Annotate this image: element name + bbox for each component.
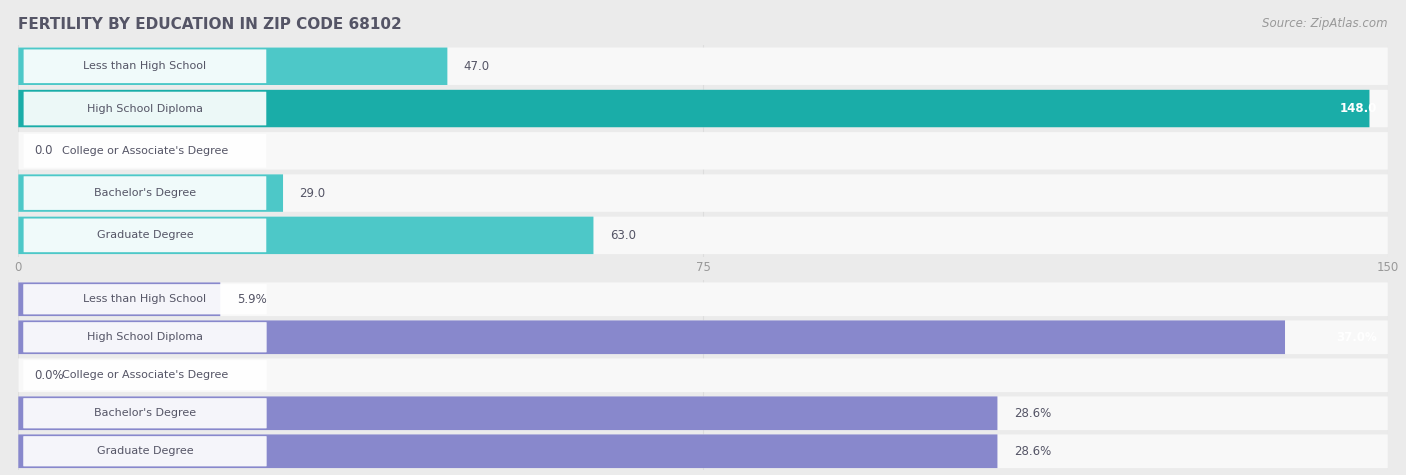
Text: 47.0: 47.0 [464, 60, 489, 73]
Text: 5.9%: 5.9% [236, 293, 267, 306]
Text: College or Associate's Degree: College or Associate's Degree [62, 370, 228, 380]
Text: Bachelor's Degree: Bachelor's Degree [94, 408, 195, 418]
FancyBboxPatch shape [18, 217, 593, 254]
FancyBboxPatch shape [18, 90, 1388, 127]
Text: 37.0%: 37.0% [1336, 331, 1376, 344]
FancyBboxPatch shape [24, 218, 266, 252]
Text: 148.0: 148.0 [1340, 102, 1376, 115]
FancyBboxPatch shape [24, 398, 267, 428]
Text: 28.6%: 28.6% [1014, 407, 1052, 420]
Text: 63.0: 63.0 [610, 229, 636, 242]
Text: 0.0: 0.0 [35, 144, 53, 157]
FancyBboxPatch shape [18, 48, 447, 85]
FancyBboxPatch shape [18, 435, 1388, 468]
Text: Less than High School: Less than High School [83, 61, 207, 71]
FancyBboxPatch shape [24, 436, 267, 466]
FancyBboxPatch shape [18, 174, 283, 212]
FancyBboxPatch shape [24, 49, 266, 83]
Text: 28.6%: 28.6% [1014, 445, 1052, 458]
Text: High School Diploma: High School Diploma [87, 332, 202, 342]
FancyBboxPatch shape [18, 321, 1285, 354]
FancyBboxPatch shape [24, 92, 266, 125]
Text: Less than High School: Less than High School [83, 294, 207, 304]
FancyBboxPatch shape [24, 322, 267, 352]
FancyBboxPatch shape [18, 48, 1388, 85]
Text: Graduate Degree: Graduate Degree [97, 446, 193, 456]
FancyBboxPatch shape [24, 284, 267, 314]
FancyBboxPatch shape [18, 174, 1388, 212]
FancyBboxPatch shape [18, 435, 997, 468]
FancyBboxPatch shape [18, 359, 1388, 392]
Text: Graduate Degree: Graduate Degree [97, 230, 193, 240]
FancyBboxPatch shape [18, 132, 1388, 170]
FancyBboxPatch shape [24, 134, 266, 168]
FancyBboxPatch shape [18, 283, 221, 316]
Text: College or Associate's Degree: College or Associate's Degree [62, 146, 228, 156]
FancyBboxPatch shape [18, 321, 1388, 354]
FancyBboxPatch shape [24, 360, 267, 390]
Text: Source: ZipAtlas.com: Source: ZipAtlas.com [1263, 17, 1388, 29]
FancyBboxPatch shape [18, 397, 997, 430]
FancyBboxPatch shape [24, 176, 266, 210]
Text: FERTILITY BY EDUCATION IN ZIP CODE 68102: FERTILITY BY EDUCATION IN ZIP CODE 68102 [18, 17, 402, 32]
Text: High School Diploma: High School Diploma [87, 104, 202, 114]
FancyBboxPatch shape [18, 90, 1369, 127]
FancyBboxPatch shape [18, 283, 1388, 316]
Text: Bachelor's Degree: Bachelor's Degree [94, 188, 195, 198]
Text: 0.0%: 0.0% [35, 369, 65, 382]
FancyBboxPatch shape [18, 217, 1388, 254]
FancyBboxPatch shape [18, 397, 1388, 430]
Text: 29.0: 29.0 [299, 187, 326, 200]
